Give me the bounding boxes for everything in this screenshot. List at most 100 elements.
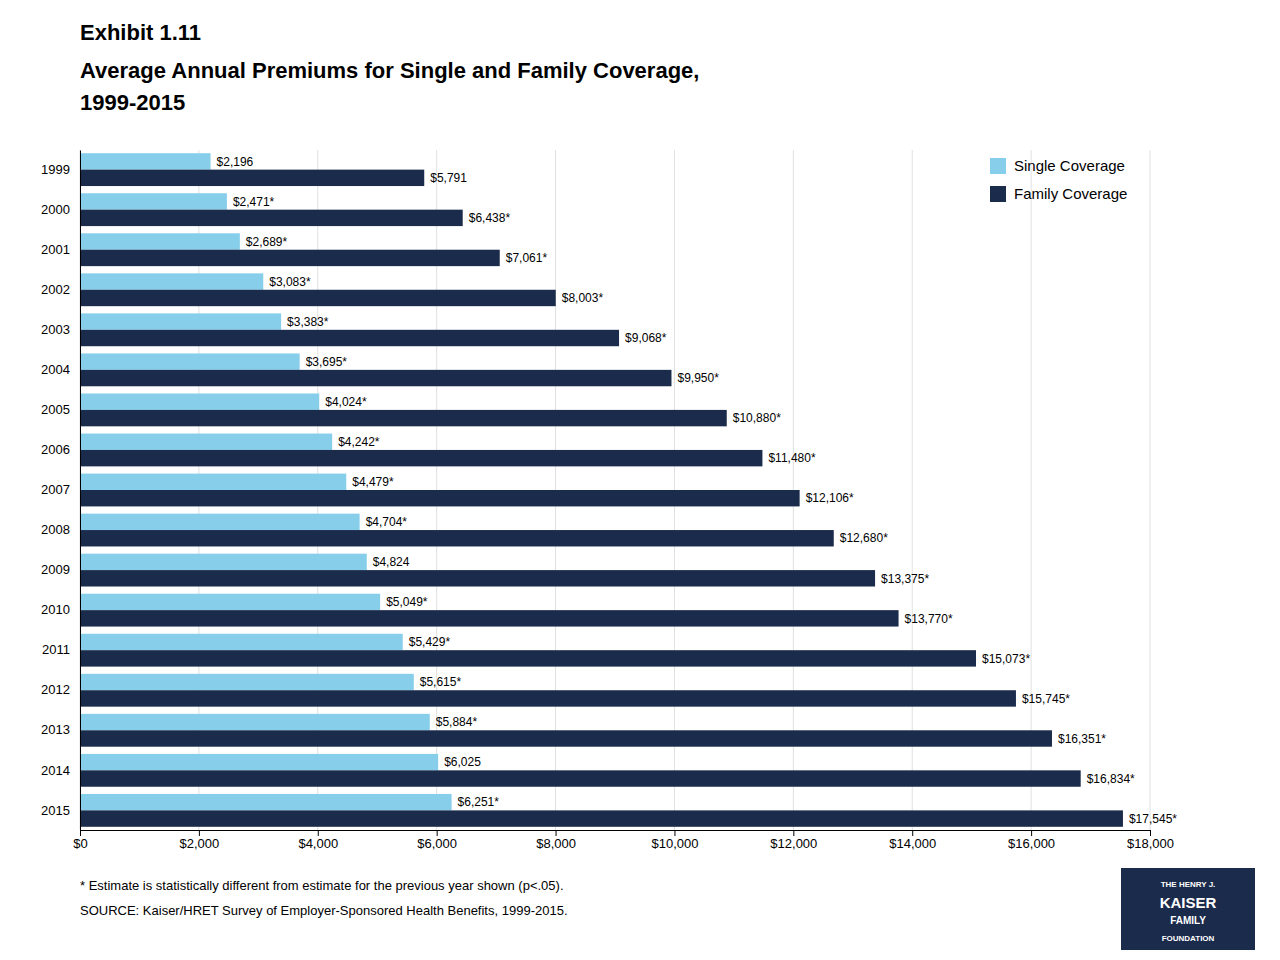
logo-text: FAMILY bbox=[1170, 915, 1206, 926]
tick-label: $2,000 bbox=[180, 836, 220, 851]
x-axis: $0 $2,000 $4,000 $6,000 $8,000 $10,000 $12,000… bbox=[73, 830, 1174, 851]
bar bbox=[80, 714, 430, 730]
tick-label: 2008 bbox=[41, 522, 70, 537]
tick: $4,000 bbox=[298, 830, 338, 851]
legend-label: Single Coverage bbox=[1014, 157, 1125, 174]
bar bbox=[80, 233, 240, 249]
bar bbox=[80, 610, 899, 626]
axis-line bbox=[80, 151, 81, 831]
data-label: $5,791 bbox=[430, 171, 467, 185]
logo: THE HENRY J.KAISERFAMILYFOUNDATION bbox=[1121, 868, 1255, 950]
data-label: $4,024* bbox=[325, 395, 367, 409]
tick-label: 2005 bbox=[41, 402, 70, 417]
data-label: $3,383* bbox=[287, 315, 329, 329]
tick-label: $8,000 bbox=[536, 836, 576, 851]
tick-mark bbox=[318, 830, 319, 836]
tick: $6,000 bbox=[417, 830, 457, 851]
bar bbox=[80, 794, 452, 810]
bar bbox=[80, 490, 800, 506]
tick-mark bbox=[199, 830, 200, 836]
bar bbox=[80, 650, 976, 666]
data-label: $13,770* bbox=[905, 612, 953, 626]
tick-label: 2003 bbox=[41, 322, 70, 337]
tick-label: $12,000 bbox=[770, 836, 817, 851]
bar bbox=[80, 634, 403, 650]
logo-text: FOUNDATION bbox=[1162, 934, 1215, 943]
bar bbox=[80, 530, 834, 546]
tick-label: 2014 bbox=[41, 762, 70, 777]
data-label: $2,689* bbox=[246, 235, 288, 249]
bar bbox=[80, 514, 360, 530]
data-label: $15,745* bbox=[1022, 692, 1070, 706]
bar bbox=[80, 474, 346, 490]
data-label: $12,680* bbox=[840, 531, 888, 545]
legend-swatch bbox=[990, 186, 1006, 202]
tick: $12,000 bbox=[770, 830, 817, 851]
data-label: $13,375* bbox=[881, 572, 929, 586]
bar bbox=[80, 770, 1081, 786]
tick-label: 2002 bbox=[41, 282, 70, 297]
bar bbox=[80, 153, 211, 169]
data-label: $4,824 bbox=[373, 555, 410, 569]
tick-label: 2004 bbox=[41, 362, 70, 377]
data-label: $11,480* bbox=[768, 451, 815, 465]
tick-mark bbox=[793, 830, 794, 836]
tick: 2004 bbox=[41, 362, 70, 377]
data-label: $4,704* bbox=[366, 515, 408, 529]
axis-line bbox=[81, 831, 1151, 837]
bar bbox=[80, 370, 671, 386]
data-labels: $2,196$2,471*$2,689*$3,083*$3,383*$3,695… bbox=[217, 155, 1178, 826]
tick: 2005 bbox=[41, 402, 70, 417]
tick-label: 2013 bbox=[41, 722, 70, 737]
grid-line bbox=[1031, 150, 1032, 830]
legend-item: Single Coverage bbox=[990, 157, 1125, 174]
bar bbox=[80, 594, 380, 610]
grid-line bbox=[912, 150, 913, 830]
bar bbox=[80, 434, 332, 450]
tick-label: $4,000 bbox=[298, 836, 338, 851]
tick-label: 2009 bbox=[41, 562, 70, 577]
tick-label: 2000 bbox=[41, 202, 70, 217]
tick: 2013 bbox=[41, 722, 70, 737]
data-label: $6,251* bbox=[458, 795, 500, 809]
grid bbox=[80, 150, 1150, 830]
data-label: $5,429* bbox=[409, 635, 451, 649]
tick: $8,000 bbox=[536, 830, 576, 851]
tick-label: $10,000 bbox=[651, 836, 698, 851]
tick: $2,000 bbox=[180, 830, 220, 851]
bar bbox=[80, 810, 1123, 826]
tick: $14,000 bbox=[889, 830, 936, 851]
data-label: $6,438* bbox=[469, 211, 511, 225]
tick: 2001 bbox=[41, 242, 70, 257]
tick: 2014 bbox=[41, 762, 70, 777]
tick-label: 2011 bbox=[42, 642, 70, 657]
footnote: SOURCE: Kaiser/HRET Survey of Employer-S… bbox=[80, 903, 568, 918]
tick: 2012 bbox=[41, 682, 70, 697]
tick: $0 bbox=[73, 830, 87, 851]
tick: 1999 bbox=[41, 162, 70, 177]
tick-label: $16,000 bbox=[1008, 836, 1055, 851]
data-label: $8,003* bbox=[562, 291, 604, 305]
tick-label: 2006 bbox=[41, 442, 70, 457]
tick-mark bbox=[80, 830, 81, 836]
subtitle: Average Annual Premiums for Single and F… bbox=[80, 58, 699, 83]
bar bbox=[80, 690, 1016, 706]
data-label: $9,068* bbox=[625, 331, 667, 345]
data-label: $4,242* bbox=[338, 435, 380, 449]
tick: 2010 bbox=[41, 602, 70, 617]
series bbox=[80, 170, 1123, 827]
bar bbox=[80, 353, 300, 369]
legend-swatch bbox=[990, 158, 1006, 174]
grid-line bbox=[80, 150, 81, 830]
bar bbox=[80, 170, 424, 186]
data-label: $4,479* bbox=[352, 475, 394, 489]
tick: 2011 bbox=[42, 642, 70, 657]
chart: Exhibit 1.11Average Annual Premiums for … bbox=[0, 0, 1280, 960]
data-label: $5,884* bbox=[436, 715, 478, 729]
tick-label: $6,000 bbox=[417, 836, 457, 851]
data-label: $3,083* bbox=[269, 275, 311, 289]
bar bbox=[80, 313, 281, 329]
tick: 2015 bbox=[41, 803, 70, 818]
bar bbox=[80, 754, 438, 770]
tick: 2003 bbox=[41, 322, 70, 337]
